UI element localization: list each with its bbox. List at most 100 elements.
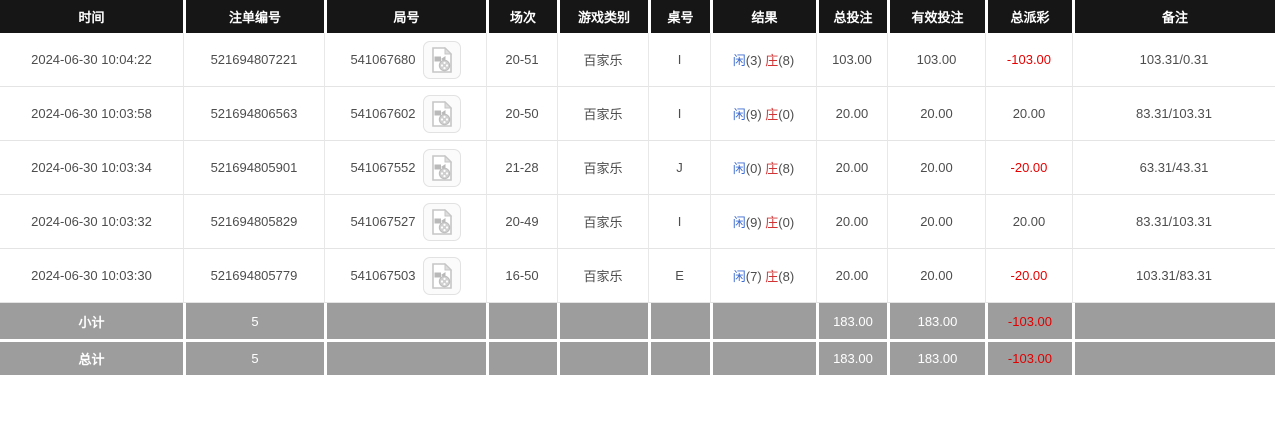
summary-empty-cell	[710, 339, 816, 375]
cell-session: 20-51	[486, 33, 558, 87]
summary-row: 小计 5 183.00 183.00 -103.00	[0, 303, 1275, 339]
cell-game-type: 百家乐	[557, 87, 649, 141]
cell-round: 541067527	[323, 195, 486, 249]
summary-valid-bet: 183.00	[886, 303, 985, 339]
cell-remark: 103.31/83.31	[1071, 249, 1275, 303]
video-file-icon	[431, 208, 452, 235]
cell-table-no: J	[648, 141, 710, 195]
cell-bet-id: 521694807221	[182, 33, 324, 87]
banker-result-score: (8)	[778, 53, 795, 68]
video-file-icon	[431, 262, 452, 289]
cell-time: 2024-06-30 10:04:22	[0, 33, 183, 87]
summary-empty-cell	[1071, 339, 1275, 375]
player-result-score: (9)	[745, 107, 762, 122]
summary-valid-bet: 183.00	[886, 339, 985, 375]
video-replay-button[interactable]	[422, 40, 461, 79]
video-file-icon	[431, 46, 452, 73]
summary-empty-cell	[323, 339, 486, 375]
column-header-round: 局号	[323, 0, 486, 33]
cell-game-type: 百家乐	[557, 141, 649, 195]
cell-game-type: 百家乐	[557, 33, 649, 87]
video-replay-button[interactable]	[422, 202, 461, 241]
video-replay-button[interactable]	[422, 148, 461, 187]
cell-bet-id: 521694805829	[182, 195, 324, 249]
cell-game-type: 百家乐	[557, 195, 649, 249]
summary-payout: -103.00	[985, 339, 1072, 375]
round-number: 541067503	[350, 268, 416, 283]
cell-total-payout: -20.00	[985, 141, 1072, 195]
column-header-total-bet: 总投注	[815, 0, 887, 33]
cell-total-bet: 20.00	[815, 195, 887, 249]
cell-total-bet: 20.00	[815, 249, 887, 303]
summary-count: 5	[182, 303, 324, 339]
summary-label: 小计	[0, 303, 183, 339]
table-body: 2024-06-30 10:04:22 521694807221 5410676…	[0, 33, 1275, 303]
video-replay-button[interactable]	[422, 256, 461, 295]
column-header-result: 结果	[710, 0, 816, 33]
cell-remark: 83.31/103.31	[1071, 195, 1275, 249]
cell-time: 2024-06-30 10:03:30	[0, 249, 183, 303]
banker-result-label: 庄	[765, 53, 779, 68]
banker-result-score: (8)	[778, 161, 795, 176]
table-row: 2024-06-30 10:03:30 521694805779 5410675…	[0, 249, 1275, 303]
round-number: 541067552	[350, 160, 416, 175]
cell-bet-id: 521694806563	[182, 87, 324, 141]
round-number: 541067680	[350, 52, 416, 67]
summary-empty-cell	[648, 303, 710, 339]
column-header-remark: 备注	[1071, 0, 1275, 33]
cell-table-no: I	[648, 87, 710, 141]
summary-empty-cell	[323, 303, 486, 339]
cell-total-bet: 20.00	[815, 141, 887, 195]
round-number: 541067602	[350, 106, 416, 121]
player-result-label: 闲	[732, 161, 746, 176]
player-result-label: 闲	[732, 215, 746, 230]
summary-payout: -103.00	[985, 303, 1072, 339]
cell-result: 闲(9) 庄(0)	[710, 87, 816, 141]
column-header-game-type: 游戏类别	[557, 0, 649, 33]
cell-total-payout: -103.00	[985, 33, 1072, 87]
banker-result-label: 庄	[765, 107, 779, 122]
summary-empty-cell	[486, 339, 558, 375]
banker-result-score: (0)	[778, 215, 795, 230]
player-result-score: (0)	[745, 161, 762, 176]
cell-remark: 103.31/0.31	[1071, 33, 1275, 87]
column-header-valid-bet: 有效投注	[886, 0, 985, 33]
summary-row: 总计 5 183.00 183.00 -103.00	[0, 339, 1275, 375]
cell-bet-id: 521694805901	[182, 141, 324, 195]
cell-table-no: I	[648, 33, 710, 87]
cell-total-payout: 20.00	[985, 195, 1072, 249]
summary-body: 小计 5 183.00 183.00 -103.00 总计 5 183.00 1…	[0, 303, 1275, 375]
column-header-session: 场次	[486, 0, 558, 33]
cell-round: 541067552	[323, 141, 486, 195]
player-result-label: 闲	[732, 107, 746, 122]
table-row: 2024-06-30 10:03:34 521694805901 5410675…	[0, 141, 1275, 195]
summary-empty-cell	[648, 339, 710, 375]
table-row: 2024-06-30 10:03:58 521694806563 5410676…	[0, 87, 1275, 141]
cell-time: 2024-06-30 10:03:34	[0, 141, 183, 195]
summary-total-bet: 183.00	[815, 339, 887, 375]
cell-round: 541067602	[323, 87, 486, 141]
cell-total-payout: -20.00	[985, 249, 1072, 303]
cell-session: 21-28	[486, 141, 558, 195]
summary-empty-cell	[710, 303, 816, 339]
cell-result: 闲(7) 庄(8)	[710, 249, 816, 303]
column-header-time: 时间	[0, 0, 183, 33]
cell-valid-bet: 20.00	[886, 87, 985, 141]
video-file-icon	[431, 154, 452, 181]
cell-result: 闲(3) 庄(8)	[710, 33, 816, 87]
cell-valid-bet: 20.00	[886, 249, 985, 303]
cell-round: 541067680	[323, 33, 486, 87]
cell-game-type: 百家乐	[557, 249, 649, 303]
column-header-table-no: 桌号	[648, 0, 710, 33]
cell-total-bet: 103.00	[815, 33, 887, 87]
summary-total-bet: 183.00	[815, 303, 887, 339]
summary-empty-cell	[557, 303, 649, 339]
round-number: 541067527	[350, 214, 416, 229]
cell-time: 2024-06-30 10:03:32	[0, 195, 183, 249]
cell-valid-bet: 20.00	[886, 195, 985, 249]
cell-valid-bet: 103.00	[886, 33, 985, 87]
banker-result-score: (8)	[778, 269, 795, 284]
video-replay-button[interactable]	[422, 94, 461, 133]
header-row: 时间 注单编号 局号 场次 游戏类别 桌号 结果 总投注 有效投注 总派彩 备注	[0, 0, 1275, 33]
cell-table-no: I	[648, 195, 710, 249]
